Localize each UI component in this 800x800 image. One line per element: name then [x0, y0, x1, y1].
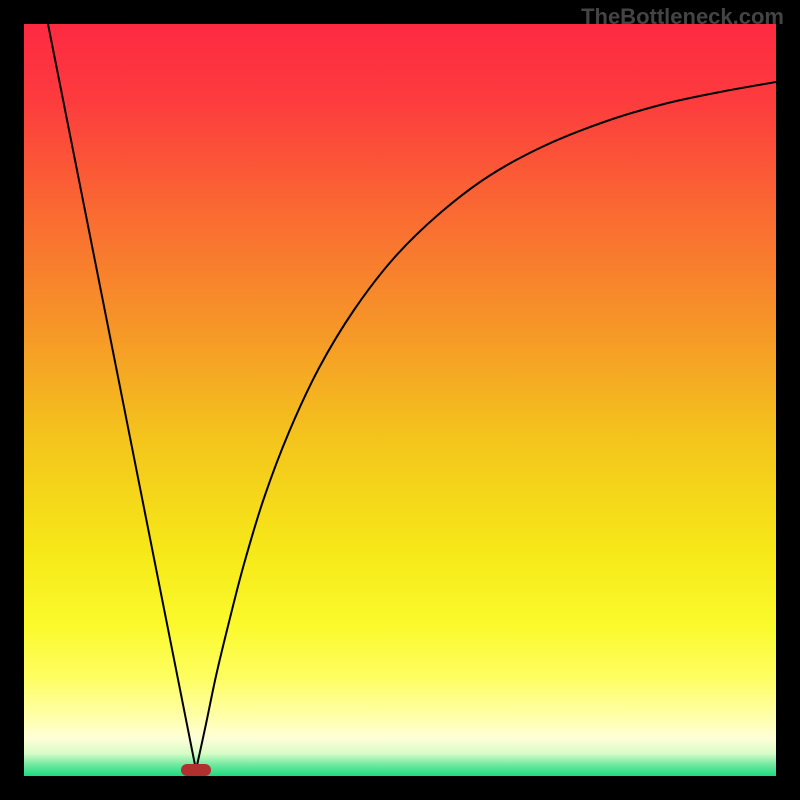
watermark-text: TheBottleneck.com [581, 4, 784, 30]
dip-marker [181, 764, 211, 776]
chart-plot-area [24, 24, 776, 776]
chart-background [24, 24, 776, 776]
chart-svg [24, 24, 776, 776]
